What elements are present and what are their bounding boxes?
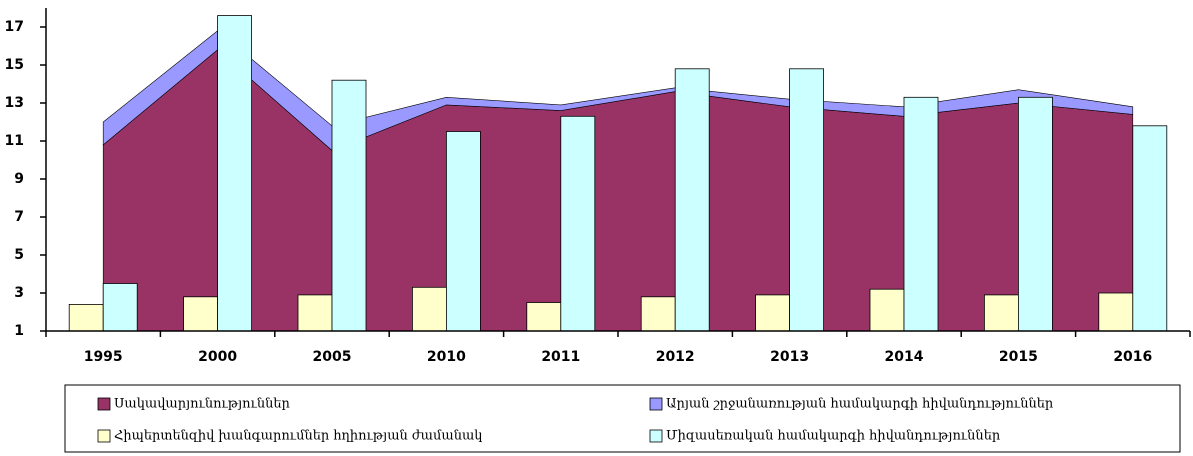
legend-label: Սակավարյունություններ [114,397,291,412]
x-tick-label: 2010 [427,349,466,365]
legend-swatch [97,397,111,411]
x-tick-label: 2000 [198,349,237,365]
bar [331,79,367,332]
bar [560,115,596,332]
bar [640,296,676,332]
bar [789,68,824,332]
legend-swatch [649,397,663,411]
y-tick-label: 3 [14,285,24,301]
y-tick-label: 9 [14,171,24,187]
bar [411,286,447,332]
y-tick-label: 17 [5,19,24,35]
bar [102,283,138,332]
x-tick-label: 2005 [313,349,352,365]
legend-label: Հիպերտենզիվ խանգարումներ հղիության ժաման… [114,429,482,444]
bar [297,294,333,332]
x-tick-label: 2011 [541,349,580,365]
bar [903,96,939,332]
bar [68,303,104,332]
bar [1132,125,1168,332]
legend-label: Արյան շրջանառության համակարգի հիվանդությ… [666,397,1054,412]
legend-swatch [97,429,111,443]
legend-swatch [649,429,663,443]
x-tick-label: 2016 [1113,349,1152,365]
x-tick-label: 2012 [656,349,695,365]
bar [183,296,219,332]
y-tick-label: 5 [14,247,24,263]
y-tick-label: 15 [5,57,24,73]
bar [445,131,481,332]
bar [217,15,253,332]
bar [869,288,905,332]
x-tick-label: 1995 [84,349,123,365]
y-tick-label: 11 [5,133,24,149]
y-tick-label: 13 [5,95,24,111]
bar [984,294,1019,332]
x-tick-label: 2013 [770,349,809,365]
legend [64,384,1181,453]
x-tick-label: 2014 [885,349,924,365]
x-tick-label: 2015 [999,349,1038,365]
bar [674,68,710,332]
y-tick-label: 1 [14,323,24,339]
bar [755,294,790,332]
y-tick-label: 7 [14,209,24,225]
bar [1098,292,1134,332]
bar [1018,96,1053,332]
bar [526,302,562,332]
area [102,49,1134,332]
legend-label: Միզասեռական համակարգի հիվանդություններ [666,429,1001,444]
